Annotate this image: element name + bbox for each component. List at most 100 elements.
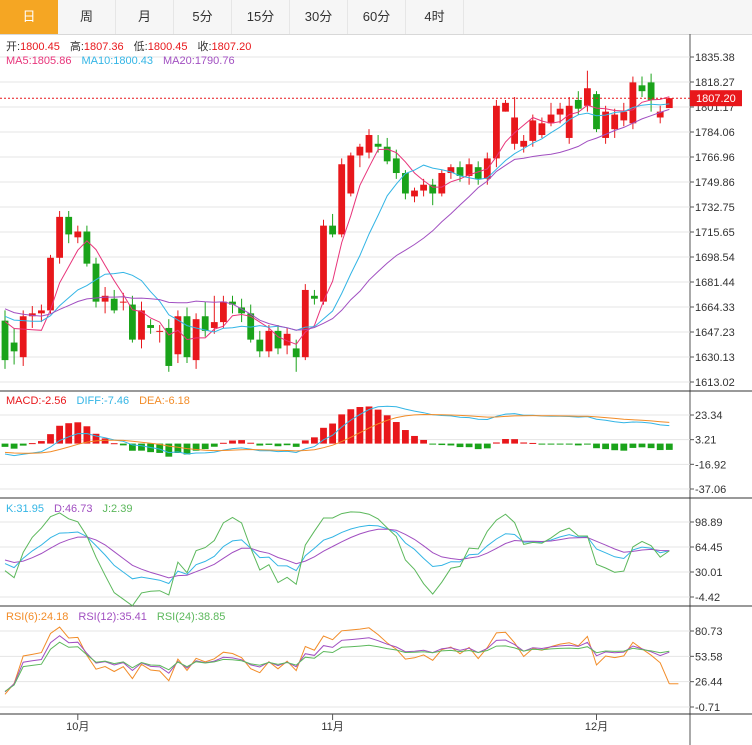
macd-bar: [447, 443, 455, 446]
candle-body: [420, 184, 427, 191]
candle-body: [74, 231, 82, 238]
ohlc-legend-label: 低:: [134, 40, 148, 53]
ma-legend-value: 1805.86: [32, 55, 72, 67]
candle-body: [119, 301, 127, 303]
candle-body: [602, 111, 609, 138]
macd-bar: [238, 440, 245, 444]
kdj-legend-value: 31.95: [16, 503, 44, 515]
macd-bar: [520, 442, 528, 444]
macd-legend-1: DIFF:-7.46: [77, 395, 130, 407]
tab-3[interactable]: 5分: [174, 0, 232, 34]
candle-body: [329, 225, 336, 235]
macd-bar: [19, 443, 27, 446]
ma20-line: [4, 108, 670, 331]
macd-bar: [365, 406, 373, 444]
x-tick-label: 11月: [321, 721, 343, 733]
candle-body: [411, 190, 418, 197]
macd-bar: [620, 443, 628, 451]
macd-bar: [511, 439, 518, 444]
rsi-legend-1: RSI(12):35.41: [78, 611, 147, 623]
tab-4[interactable]: 15分: [232, 0, 290, 34]
candle-body: [611, 114, 619, 130]
candle-body: [547, 114, 555, 124]
rsi-tick-label: 80.73: [695, 626, 723, 638]
candle-body: [19, 316, 27, 358]
macd-bar: [210, 443, 218, 447]
candle-body: [292, 348, 300, 358]
candle-body: [565, 105, 573, 138]
candle-body: [129, 304, 136, 340]
macd-bar: [574, 443, 582, 446]
ma-legend-value: 1790.76: [195, 55, 235, 67]
macd-bar: [320, 427, 327, 444]
ohlc-legend-0: 开:1800.45: [6, 41, 60, 53]
tab-5[interactable]: 30分: [290, 0, 348, 34]
tab-2[interactable]: 月: [116, 0, 174, 34]
price-tick-label: 1681.44: [695, 277, 735, 289]
rsi-tick-label: -0.71: [695, 702, 720, 714]
candle-body: [383, 146, 391, 162]
candle-body: [656, 111, 664, 118]
kdj-legend-2: J:2.39: [102, 503, 132, 515]
rsi-legend-value: 38.85: [198, 611, 226, 623]
candle-body: [10, 342, 18, 352]
macd-bar: [38, 441, 45, 444]
candle-body: [147, 325, 154, 328]
dea-line: [4, 413, 670, 454]
macd-bar: [311, 437, 318, 444]
macd-bar: [129, 443, 136, 451]
macd-bar: [65, 423, 73, 444]
candle-body: [38, 310, 45, 314]
candle-body: [429, 184, 437, 194]
macd-bar: [356, 407, 364, 444]
macd-bar: [374, 409, 382, 444]
ma-legend-label: MA20:: [163, 55, 195, 67]
macd-bar: [602, 443, 609, 450]
candle-body: [92, 263, 100, 302]
macd-tick-label: -37.06: [695, 484, 726, 496]
tab-6[interactable]: 60分: [348, 0, 406, 34]
ohlc-legend-3: 收:1807.20: [197, 39, 251, 53]
macd-bar: [56, 425, 63, 444]
macd-bar: [565, 443, 573, 445]
macd-legend-label: DEA:: [139, 395, 165, 407]
macd-legend-0: MACD:-2.56: [6, 395, 67, 407]
macd-bar: [502, 439, 509, 444]
ma-legend-label: MA10:: [81, 55, 113, 67]
candle-body: [101, 295, 109, 302]
candle-body: [110, 298, 118, 311]
macd-bar: [165, 443, 173, 457]
candle-body: [174, 316, 182, 355]
price-tick-label: 1835.38: [695, 52, 735, 64]
macd-legend-value: -2.56: [41, 395, 66, 407]
macd-bar: [556, 443, 564, 445]
macd-bar: [220, 442, 227, 444]
macd-bar: [110, 443, 118, 445]
ohlc-legend-label: 高:: [70, 39, 84, 53]
macd-bar: [429, 443, 437, 445]
macd-bar: [665, 443, 673, 450]
rsi-tick-label: 26.44: [695, 677, 723, 689]
tab-1[interactable]: 周: [58, 0, 116, 34]
macd-bar: [28, 443, 36, 445]
price-tick-label: 1818.27: [695, 77, 735, 89]
candle-body: [283, 333, 291, 346]
candle-body: [138, 310, 145, 340]
kdj-tick-label: 98.89: [695, 517, 723, 529]
kdj-legend-0: K:31.95: [6, 503, 44, 515]
candle-body: [593, 94, 600, 130]
macd-bar: [229, 440, 236, 444]
candle-body: [447, 167, 455, 174]
candle-body: [456, 167, 464, 176]
kline-chart: 1835.381818.271801.171784.061766.961749.…: [0, 34, 752, 745]
macd-legend-2: DEA:-6.18: [139, 395, 190, 407]
candle-body: [28, 313, 36, 317]
ohlc-legend-label: 开:: [6, 41, 20, 53]
candle-body: [47, 257, 54, 311]
kdj-legend-label: K:: [6, 503, 16, 515]
tab-7[interactable]: 4时: [406, 0, 464, 34]
tab-0[interactable]: 日: [0, 0, 58, 34]
candle-body: [56, 216, 63, 258]
candle-body: [474, 167, 482, 179]
rsi-tick-label: 53.58: [695, 651, 723, 663]
